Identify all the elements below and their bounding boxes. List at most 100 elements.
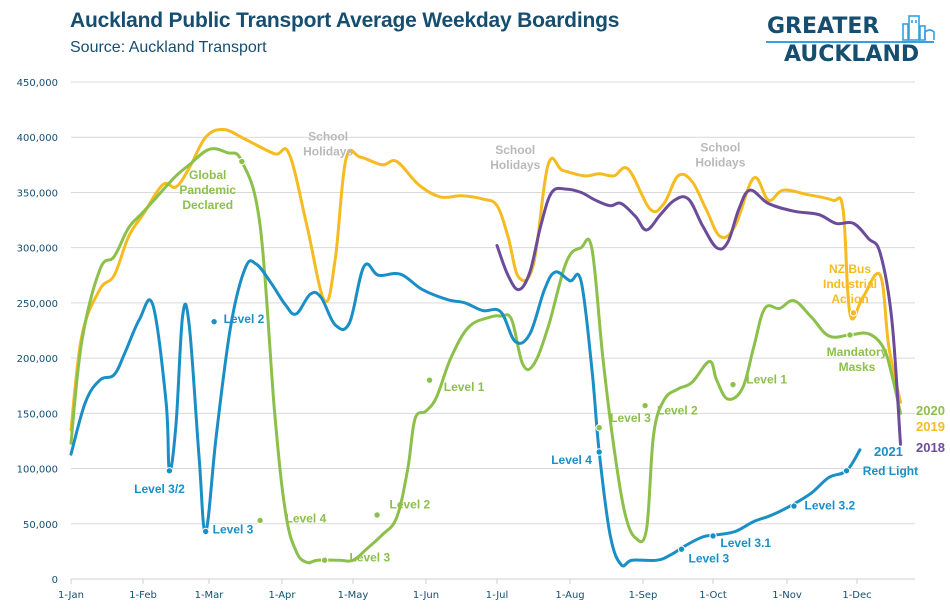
annotation-line: Industrial bbox=[823, 277, 877, 291]
annotation-marker bbox=[846, 331, 854, 339]
annotation-marker bbox=[709, 532, 717, 540]
y-tick-label: 350,000 bbox=[17, 188, 58, 199]
annotation-label: Level 2 bbox=[657, 403, 698, 417]
annotation-line: Level 4 bbox=[551, 453, 592, 467]
annotation-line: Level 3/2 bbox=[134, 482, 185, 496]
annotation-line: Level 3.1 bbox=[720, 536, 771, 550]
annotation-label: School Holidays bbox=[695, 141, 745, 170]
annotation-line: Global bbox=[189, 168, 226, 182]
annotation-label: Level 3.2 bbox=[805, 498, 856, 512]
x-tick-label: 1-May bbox=[338, 590, 369, 601]
x-tick-label: 1-Jul bbox=[486, 590, 509, 601]
annotation-label: Level 1 bbox=[746, 373, 787, 387]
annotation-label: School Holidays bbox=[490, 143, 540, 172]
x-axis: 1-Jan 1-Feb 1-Mar 1-Apr 1-May 1-Jun 1-Jul 1-Aug… bbox=[58, 579, 872, 601]
annotation-line: Level 2 bbox=[390, 497, 431, 511]
y-tick-label: 450,000 bbox=[17, 78, 58, 89]
annotation-marker bbox=[320, 556, 329, 564]
logo-buildings-icon bbox=[902, 15, 935, 41]
y-tick-label: 0 bbox=[52, 575, 58, 586]
end-label-2020: 2020 bbox=[916, 403, 945, 418]
annotation-label: Level 2 bbox=[390, 497, 431, 511]
x-tick-label: 1-Sep bbox=[629, 590, 658, 601]
annotation-marker bbox=[238, 157, 246, 166]
logo-line-1: GREATER bbox=[767, 14, 880, 39]
annotation-marker bbox=[595, 448, 603, 456]
annotation-marker bbox=[677, 545, 686, 553]
annotation-line: Pandemic bbox=[179, 183, 236, 197]
annotation-line: Mandatory bbox=[827, 345, 888, 359]
y-tick-label: 100,000 bbox=[17, 465, 58, 476]
y-tick-label: 150,000 bbox=[17, 409, 58, 420]
annotation-label: Mandatory Masks bbox=[827, 345, 888, 374]
annotation-label: Level 3 bbox=[349, 550, 390, 564]
y-tick-label: 300,000 bbox=[17, 244, 58, 255]
annotation-label: Level 3 bbox=[689, 551, 730, 565]
annotation-line: School bbox=[308, 130, 348, 144]
annotation-line: Level 2 bbox=[224, 312, 265, 326]
annotation-line: Masks bbox=[839, 360, 876, 374]
annotation-marker bbox=[641, 401, 649, 410]
y-axis-ticks: 0 50,000 100,000 150,000 200,000 250,000 300,0… bbox=[17, 78, 58, 586]
annotation-marker bbox=[256, 516, 264, 525]
logo-line-2: AUCKLAND bbox=[784, 42, 920, 67]
annotation-marker bbox=[202, 527, 210, 536]
annotation-line: Action bbox=[831, 292, 868, 306]
x-tick-label: 1-Mar bbox=[195, 590, 225, 601]
annotation-label: Global Pandemic Declared bbox=[179, 168, 236, 212]
greater-auckland-logo: GREATER AUCKLAND bbox=[766, 14, 936, 70]
annotation-label: NZ Bus Industrial Action bbox=[823, 262, 877, 306]
x-tick-label: 1-Oct bbox=[699, 590, 727, 601]
annotation-line: Level 2 bbox=[657, 403, 698, 417]
y-tick-label: 50,000 bbox=[23, 520, 58, 531]
chart-subtitle: Source: Auckland Transport bbox=[70, 39, 267, 56]
annotation-line: Holidays bbox=[490, 158, 540, 172]
annotation-line: Level 3 bbox=[610, 411, 651, 425]
annotation-marker bbox=[842, 467, 851, 475]
annotation-marker bbox=[425, 376, 434, 384]
annotation-marker bbox=[210, 317, 218, 326]
annotation-label: Level 4 bbox=[286, 512, 327, 526]
chart-title: Auckland Public Transport Average Weekda… bbox=[70, 9, 620, 32]
x-tick-label: 1-Jan bbox=[58, 590, 84, 601]
annotation-line: Holidays bbox=[695, 156, 745, 170]
series-line-2021 bbox=[69, 259, 862, 568]
y-tick-label: 400,000 bbox=[17, 133, 58, 144]
x-tick-label: 1-Aug bbox=[555, 590, 584, 601]
end-label-2021: 2021 bbox=[874, 444, 903, 459]
annotation-line: Level 4 bbox=[286, 512, 327, 526]
annotation-label: Level 3 bbox=[610, 411, 651, 425]
annotation-line: Declared bbox=[182, 198, 233, 212]
annotation-marker bbox=[790, 502, 798, 510]
annotation-line: NZ Bus bbox=[829, 262, 871, 276]
x-tick-label: 1-Nov bbox=[772, 590, 802, 601]
annotation-marker bbox=[165, 467, 174, 475]
annotation-label: Level 3.1 bbox=[720, 536, 771, 550]
annotation-marker bbox=[729, 380, 737, 389]
series-lines bbox=[69, 127, 902, 568]
annotation-line: Level 3 bbox=[349, 550, 390, 564]
annotation-label: Level 1 bbox=[444, 380, 485, 394]
annotation-marker bbox=[373, 511, 381, 519]
annotation-line: School bbox=[700, 141, 740, 155]
annotation-line: Red Light bbox=[863, 464, 918, 478]
series-line-2018 bbox=[495, 186, 902, 446]
annotation-line: Level 3.2 bbox=[805, 498, 856, 512]
annotation-label: Level 3 bbox=[213, 523, 254, 537]
annotation-line: Level 3 bbox=[689, 551, 730, 565]
annotation-marker bbox=[849, 309, 858, 317]
annotation-marker bbox=[595, 423, 603, 432]
x-tick-label: 1-Apr bbox=[268, 590, 296, 601]
end-label-2019: 2019 bbox=[916, 419, 945, 434]
annotation-line: School bbox=[495, 143, 535, 157]
y-tick-label: 250,000 bbox=[17, 299, 58, 310]
annotation-line: Level 3 bbox=[213, 523, 254, 537]
annotation-label: Level 2 bbox=[224, 312, 265, 326]
annotation-label: School Holidays bbox=[303, 130, 353, 159]
x-tick-label: 1-Jun bbox=[413, 590, 439, 601]
annotation-label: Red Light bbox=[863, 464, 918, 478]
end-label-2018: 2018 bbox=[916, 440, 945, 455]
annotation-line: Level 1 bbox=[444, 380, 485, 394]
